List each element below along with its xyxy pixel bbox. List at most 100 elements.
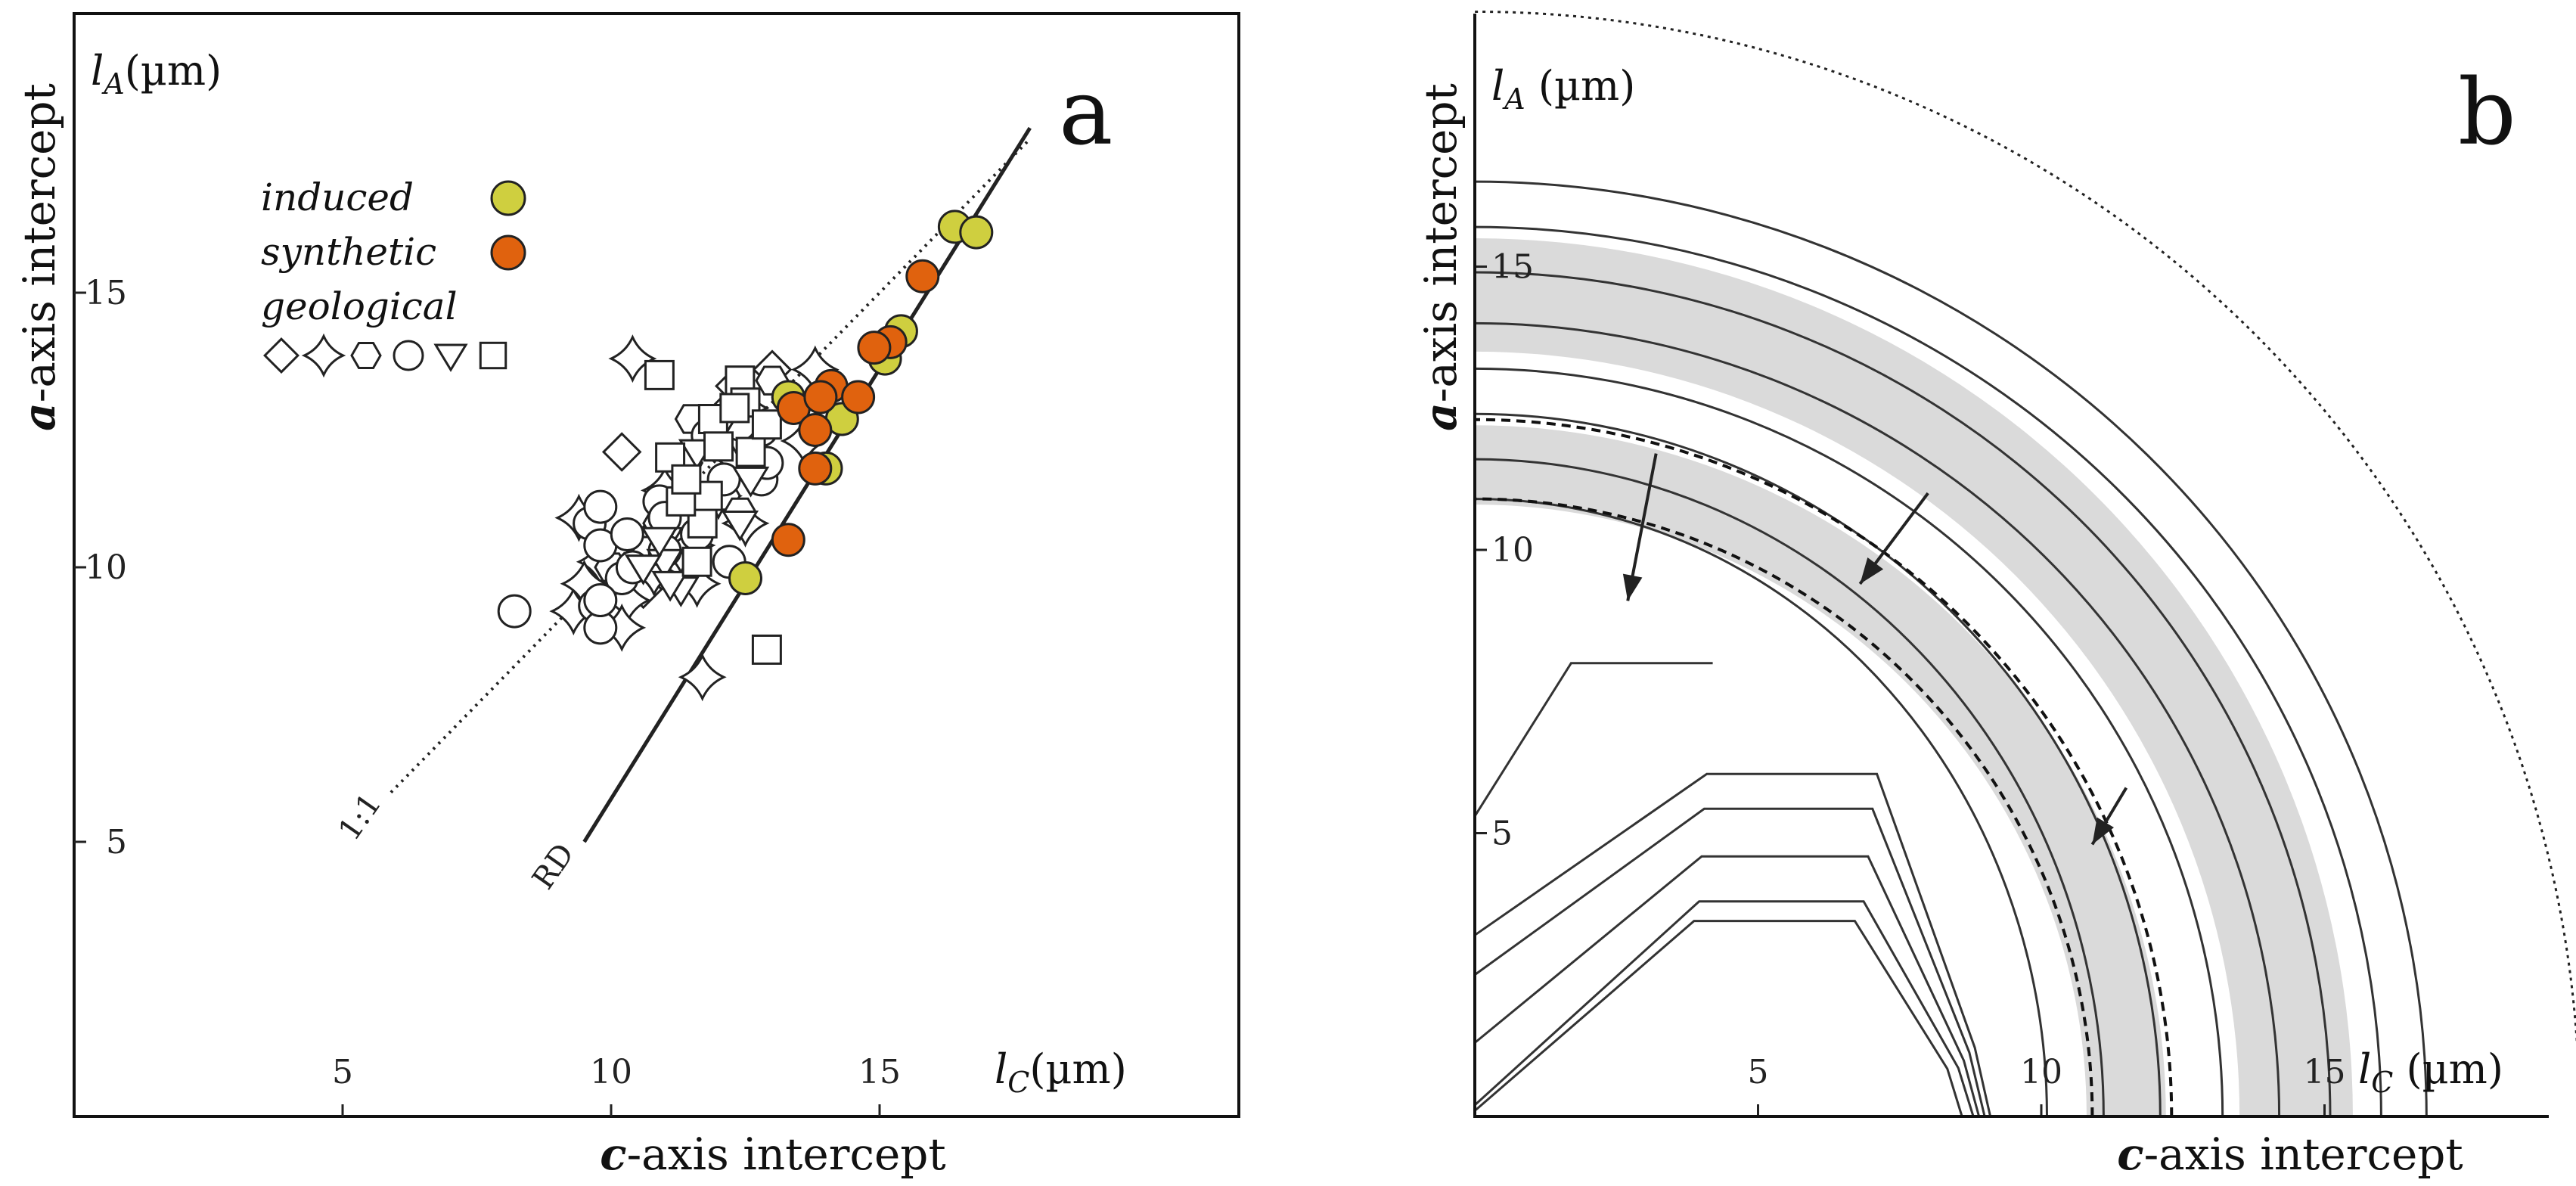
panel-b-x-unit: lC (µm): [2358, 1045, 2503, 1099]
panel-b-x-axis-title: c-axis intercept: [2117, 1129, 2463, 1180]
point-geological-triangle-5: [624, 554, 663, 585]
panel-b-y-axis-title: a-axis intercept: [1415, 83, 1466, 431]
b-x-tick-label: 10: [2020, 1053, 2062, 1091]
legend-geological-label: geological: [261, 284, 458, 328]
point-geological-square-1: [751, 634, 782, 665]
x-tick-label: 5: [332, 1053, 353, 1091]
point-geological-diamond-0: [601, 432, 642, 472]
point-geological-square-14: [719, 393, 750, 424]
point-geological-circle-19: [583, 583, 618, 618]
contour-5: [1474, 807, 1986, 1117]
y-tick-label: 10: [85, 548, 127, 587]
panel-b: 5 10 15 5 10 15 lA (µm) lC (µm) b c-axis inte…: [1415, 10, 2576, 1180]
point-geological-circle-7: [583, 489, 618, 524]
contour-12: [1474, 271, 2332, 1117]
shaded-band-1: [1475, 238, 2353, 1117]
point-synthetic-5: [841, 380, 876, 414]
b-x-tick-label: 15: [2304, 1053, 2346, 1091]
line-1-1: [390, 138, 1032, 794]
y-tick-label: 5: [106, 823, 127, 862]
panel-b-dashed-boundary: [1474, 418, 2174, 1117]
point-geological-square-5: [703, 431, 734, 462]
point-geological-triangle-2: [731, 466, 770, 498]
contour-11: [1474, 321, 2281, 1117]
point-geological-square-0: [644, 359, 675, 390]
point-induced-1: [959, 215, 994, 250]
contour-3: [1473, 900, 1975, 1117]
point-geological-circle-0: [497, 594, 532, 629]
contour-2: [1474, 920, 1963, 1117]
panel-a-x-unit: lC(µm): [995, 1045, 1127, 1099]
b-y-tick-label: 5: [1491, 815, 1513, 853]
legend-induced-marker: [490, 180, 526, 216]
x-tick-label: 15: [858, 1053, 901, 1091]
panel-a-ticks: 5 10 15 5 10 15: [74, 274, 901, 1116]
panel-a-frame: [73, 12, 1240, 1118]
arrow-3: [2090, 787, 2128, 846]
x-tick-label: 10: [590, 1053, 632, 1091]
legend-geological-square: [479, 341, 507, 370]
point-geological-triangle-7: [721, 510, 759, 542]
panel-a-x-axis-title: c-axis intercept: [600, 1129, 945, 1180]
legend-geological-triangle-down: [433, 343, 468, 372]
legend-markers: [263, 180, 526, 378]
b-x-tick-label: 5: [1748, 1053, 1769, 1091]
dashed-boundary-1: [1474, 497, 2094, 1117]
panel-b-arrows: [1622, 453, 2128, 846]
b-y-tick-label: 10: [1491, 531, 1534, 570]
dashed-boundary-2: [1474, 418, 2174, 1117]
panel-a: 1:1 RD 5 10 15 5 10 15 lA(µm) lC(µm) a induced…: [14, 12, 1240, 1180]
point-synthetic-0: [905, 259, 940, 293]
legend-synthetic-label: synthetic: [261, 230, 436, 274]
contour-14: [1474, 180, 2428, 1117]
y-tick-label: 15: [85, 274, 127, 312]
panel-b-ticks: 5 10 15 5 10 15: [1475, 248, 2346, 1116]
point-synthetic-7: [798, 413, 833, 447]
point-geological-star-18: [678, 653, 727, 702]
point-synthetic-9: [771, 523, 805, 557]
legend-geological-star4: [301, 333, 346, 378]
contour-10: [1474, 367, 2224, 1117]
legend-induced-label: induced: [261, 175, 414, 219]
panel-b-contours: [1473, 180, 2428, 1117]
line-label-1-1: 1:1: [332, 787, 389, 847]
point-geological-square-7: [735, 436, 766, 467]
arrow-2: [1858, 492, 1929, 585]
panel-b-shaded-bands: [1474, 10, 2576, 1117]
contour-13: [1474, 225, 2382, 1117]
contour-6: [1474, 772, 1992, 1117]
contour-7: [1474, 498, 2048, 1117]
outer-boundary: [1474, 10, 2576, 1045]
contour-1: [1473, 662, 1713, 817]
point-synthetic-6: [803, 380, 838, 414]
shaded-band-2: [1475, 425, 2166, 1116]
point-induced-7: [728, 561, 762, 596]
contour-9: [1474, 412, 2162, 1117]
panel-a-letter: a: [1059, 61, 1113, 166]
line-label-RD: RD: [526, 837, 581, 896]
point-geological-circle-20: [610, 517, 644, 551]
contour-8: [1474, 458, 2105, 1117]
point-geological-star-0: [608, 334, 657, 383]
line-RD: [582, 126, 1032, 843]
point-geological-triangle-8: [641, 526, 678, 558]
point-synthetic-2: [857, 331, 892, 365]
panel-b-y-unit: lA (µm): [1491, 62, 1635, 116]
panel-a-data-points: [497, 210, 994, 702]
arrow-1: [1622, 453, 1658, 601]
legend-geological-hexagon: [350, 342, 382, 369]
panel-b-letter: b: [2458, 61, 2516, 166]
panel-a-y-unit: lA(µm): [91, 47, 222, 101]
legend-geological-circle: [393, 340, 424, 371]
b-y-tick-label: 15: [1491, 248, 1534, 287]
point-geological-triangle-6: [651, 570, 689, 602]
point-synthetic-8: [798, 451, 833, 486]
point-geological-square-13: [671, 464, 702, 495]
point-geological-square-10: [751, 409, 782, 440]
point-geological-square-9: [681, 546, 712, 577]
legend-synthetic-marker: [490, 234, 526, 271]
panel-a-y-axis-title: a-axis intercept: [14, 83, 65, 431]
contour-4: [1474, 855, 1981, 1117]
legend-geological-diamond: [263, 337, 299, 374]
